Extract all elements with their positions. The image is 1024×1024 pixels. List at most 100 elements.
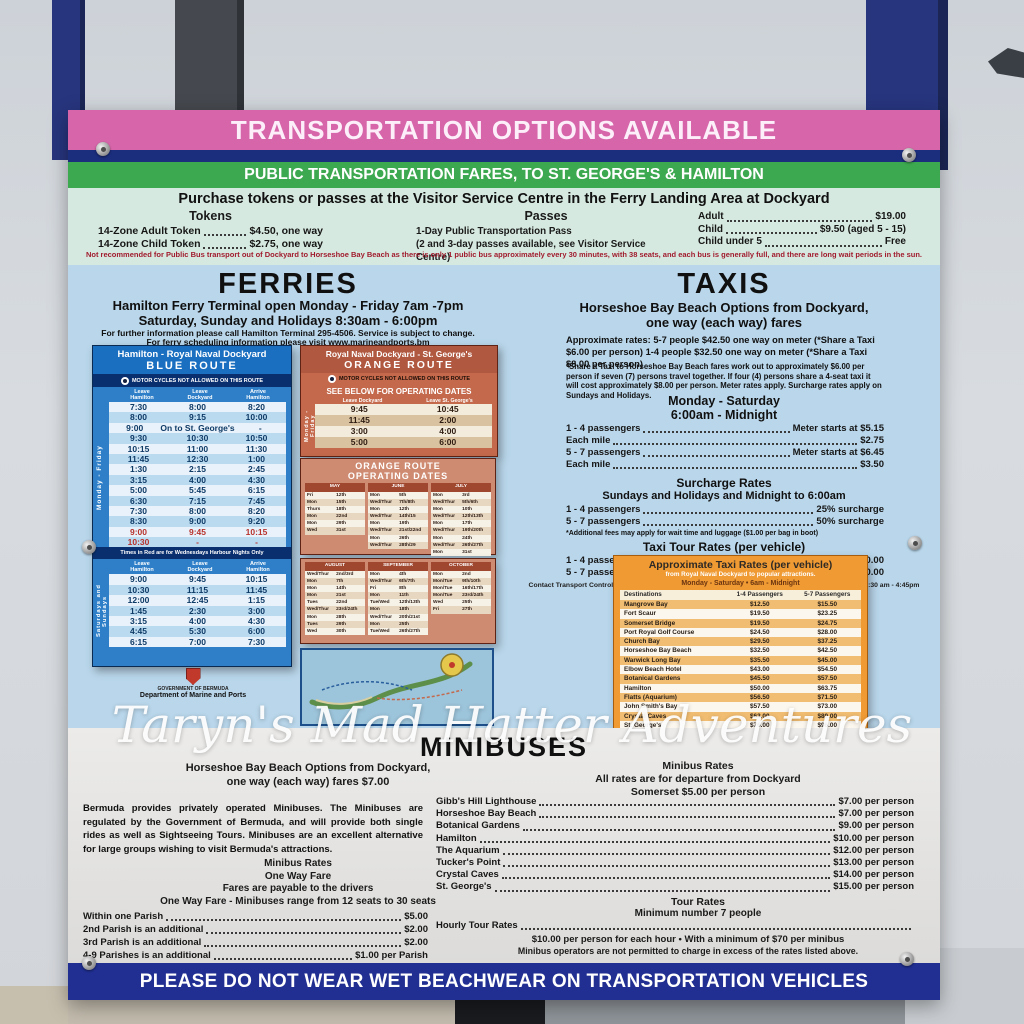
month-header: JULY [431, 483, 491, 492]
column-header: Leave St. George's [426, 398, 473, 404]
date-row: Fri 8th [368, 584, 428, 593]
taxi-rate-row: Church Bay $29.50 $37.25 [620, 637, 861, 647]
taxi-rate-row: Crystal Caves $63.00 $80.00 [620, 711, 861, 721]
parish-rate-rows: Within one Parish $5.00 2nd Parish is an… [83, 910, 428, 962]
token-rate-row: 14-Zone Child Token $2.75, one way [98, 238, 323, 250]
surcharge-row: 5 - 7 passengers 50% surcharge [566, 516, 884, 527]
weekend-schedule-rows: 9:00 9:45 10:15 10:30 11:15 11:45 12:00 … [109, 574, 286, 648]
date-row: Mon 19th [368, 520, 428, 528]
pass-price-row: Adult $19.00 [698, 211, 906, 222]
date-row: Wed/Thur 23rd/24th [305, 606, 365, 614]
bottom-banner-text: PLEASE DO NOT WEAR WET BEACHWEAR ON TRAN… [139, 970, 869, 992]
date-row: Wed 31st [305, 527, 365, 535]
blue-route-header: Hamilton - Royal Naval Dockyard BLUE ROU… [93, 346, 291, 374]
pass-price-rows: Adult $19.00 Child $9.50 (aged 5 - 15) C [698, 211, 906, 249]
date-row: Wed/Thur 6th/7th [368, 577, 428, 585]
taxi-rate-row: Port Royal Golf Course $24.50 $28.00 [620, 627, 861, 638]
sign-leg [455, 1000, 545, 1024]
date-row: Mon 11th [368, 592, 428, 600]
meter-schedule-hours: 6:00am - Midnight [670, 408, 778, 422]
minibus-right-header-line: Minibus Rates [662, 760, 734, 772]
minibus-destination-row: St. George's $15.00 per person [436, 881, 914, 893]
weekday-schedule-rows: 7:30 8:00 8:20 8:00 9:15 10:00 9:00 On t… [109, 402, 286, 548]
bolt [902, 148, 916, 162]
title-banner: TRANSPORTATION OPTIONS AVAILABLE [68, 110, 940, 150]
taxi-rate-row: Flatts (Aquarium) $56.50 $71.50 [620, 692, 861, 703]
taxis-share-note: *Share a Taxi to Horseshoe Bay Beach far… [566, 362, 882, 400]
operating-dates-table-1: ORANGE ROUTE OPERATING DATES MAY Fri 12t… [300, 458, 496, 557]
minibus-destination-row: Botanical Gardens $9.00 per person [436, 820, 914, 832]
schedule-row: 9:45 10:45 [315, 404, 492, 415]
tokens-heading: Tokens [189, 209, 232, 223]
background-shape [988, 48, 1024, 78]
minibus-tour-subtitle: Minimum number 7 people [634, 908, 762, 919]
orange-route-table: Royal Naval Dockyard - St. George's ORAN… [300, 345, 498, 457]
minibus-destination-row: Crystal Caves $14.00 per person [436, 869, 914, 881]
date-row: Wed/Thur 19th/20th [431, 527, 491, 535]
bolt [908, 536, 922, 550]
bolt [900, 952, 914, 966]
date-row: Wed/Thur 7th/8th [368, 498, 428, 506]
date-row: Wed/Thur 5th/6th [431, 498, 491, 506]
meter-rate-row: 5 - 7 passengers Meter starts at $6.45 [566, 447, 884, 458]
schedule-row: 10:30 11:15 11:45 [109, 584, 286, 596]
minibuses-section [68, 728, 940, 963]
minibus-destination-row: Hamilton $10.00 per person [436, 832, 914, 844]
background-post [175, 0, 244, 112]
minibus-tour-title: Tour Rates [670, 896, 726, 908]
token-rate-row: 14-Zone Adult Token $4.50, one way [98, 225, 323, 237]
blue-route-title: Hamilton - Royal Naval Dockyard [117, 349, 267, 360]
schedule-row: 8:00 9:15 10:00 [109, 412, 286, 423]
column-header: Leave Hamilton [130, 389, 154, 401]
minibus-rates-block: Minibus Rates One Way Fare Fares are payab… [83, 858, 513, 908]
date-row: Tue/Wed 12th/13th [368, 599, 428, 607]
taxi-rate-row: Hamilton $50.00 $63.75 [620, 683, 861, 693]
month-rows: Wed/Thur 2nd/3rd Mon 7th Mon [305, 570, 365, 636]
tokens-column: Tokens 14-Zone Adult Token $4.50, one wa… [98, 209, 323, 251]
schedule-row: 6:30 7:15 7:45 [109, 495, 286, 506]
blue-route-table: Hamilton - Royal Naval Dockyard BLUE ROU… [92, 345, 292, 667]
passes-lines: 1-Day Public Transportation Pass (2 and … [416, 225, 676, 264]
weekend-column-headers: Leave Hamilton Leave Dockyard Arrive Hamil… [109, 559, 291, 574]
date-row: Mon 4th [368, 570, 428, 578]
schedule-row: 9:30 10:30 10:50 [109, 433, 286, 444]
minibus-destination-row: Gibb's Hill Lighthouse $7.00 per person [436, 796, 914, 807]
taxi-rates-column-headers: Destinations 1-4 Passengers 5-7 Passenge… [620, 590, 861, 600]
taxi-rates-subtitle: from Royal Naval Dockyard to popular att… [665, 571, 816, 578]
motorcycle-notice: MOTOR CYCLES NOT ALLOWED ON THIS ROUTE [301, 373, 497, 385]
minibus-rates-line: Minibus Rates [264, 858, 332, 869]
passes-heading: Passes [524, 209, 568, 223]
date-row: Mon 10th [431, 505, 491, 514]
minibus-destination-row: The Aquarium $12.00 per person [436, 844, 914, 856]
month-table: MAY Fri 12th Mon 15th [305, 483, 365, 556]
month-header: OCTOBER [431, 562, 491, 571]
schedule-row: 8:30 9:00 9:20 [109, 516, 286, 527]
month-rows: Mon 2nd Mon/Tue 9th/10th Mon/T [431, 570, 491, 614]
date-row: Mon 31st [431, 549, 491, 557]
schedule-row: 5:00 5:45 6:15 [109, 485, 286, 496]
schedule-row: 9:00 9:45 10:15 [109, 526, 286, 538]
minibus-destination-row: Tucker's Point $13.00 per person [436, 857, 914, 869]
taxis-subtitle-2: one way (each way) fares [645, 315, 803, 330]
minibus-destination-rows: Gibb's Hill Lighthouse $7.00 per person … [436, 796, 914, 894]
taxi-rate-row: Horseshoe Bay Beach $32.50 $42.50 [620, 646, 861, 656]
month-table: OCTOBER Mon 2nd Mon/Tue [431, 562, 491, 635]
route-map [300, 648, 494, 726]
schedule-row: 3:15 4:00 4:30 [109, 616, 286, 627]
date-row: Tues 22nd [305, 599, 365, 607]
minibus-rates-line: Fares are payable to the drivers [222, 883, 374, 894]
fares-header-section: Purchase tokens or passes at the Visitor… [68, 188, 940, 265]
column-header: Leave Dockyard [342, 398, 383, 404]
minibus-rates-line: One Way Fare [264, 870, 332, 882]
surcharge-title: Surcharge Rates [676, 476, 772, 490]
date-row: Wed/Thur 28th/29 [368, 541, 428, 549]
pass-price-row: Child $9.50 (aged 5 - 15) [698, 223, 906, 235]
schedule-row: 10:30 - - [109, 537, 286, 548]
minibus-left-subtitle-1: Horseshoe Bay Beach Options from Dockyar… [185, 762, 431, 774]
red-times-note: Times in Red are for Wednesdays Harbour … [93, 547, 291, 560]
date-row: Fri 27th [431, 606, 491, 614]
schedule-row: 9:00 On to St. George's - [109, 422, 286, 434]
pavement [0, 986, 80, 1024]
hourly-tour-rate-line: $10.00 per person for each hour • With a… [531, 934, 845, 945]
